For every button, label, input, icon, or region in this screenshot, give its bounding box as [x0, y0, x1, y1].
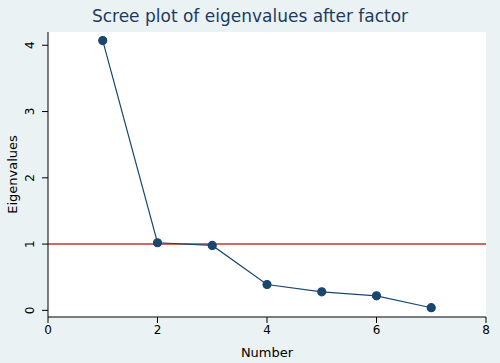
svg-text:6: 6 — [373, 323, 381, 337]
svg-text:0: 0 — [44, 323, 52, 337]
svg-text:Number: Number — [241, 345, 294, 360]
svg-text:8: 8 — [482, 323, 490, 337]
svg-text:0: 0 — [23, 307, 37, 315]
html-text:Scree plot of eigenvalues afte: Scree plot of eigenvalues after factor — [91, 6, 409, 26]
svg-text:4: 4 — [263, 323, 271, 337]
svg-text:4: 4 — [23, 41, 37, 49]
svg-text:2: 2 — [23, 174, 37, 182]
svg-text:Eigenvalues: Eigenvalues — [5, 135, 20, 214]
svg-text:1: 1 — [23, 240, 37, 248]
svg-text:2: 2 — [154, 323, 162, 337]
svg-text:3: 3 — [23, 108, 37, 116]
